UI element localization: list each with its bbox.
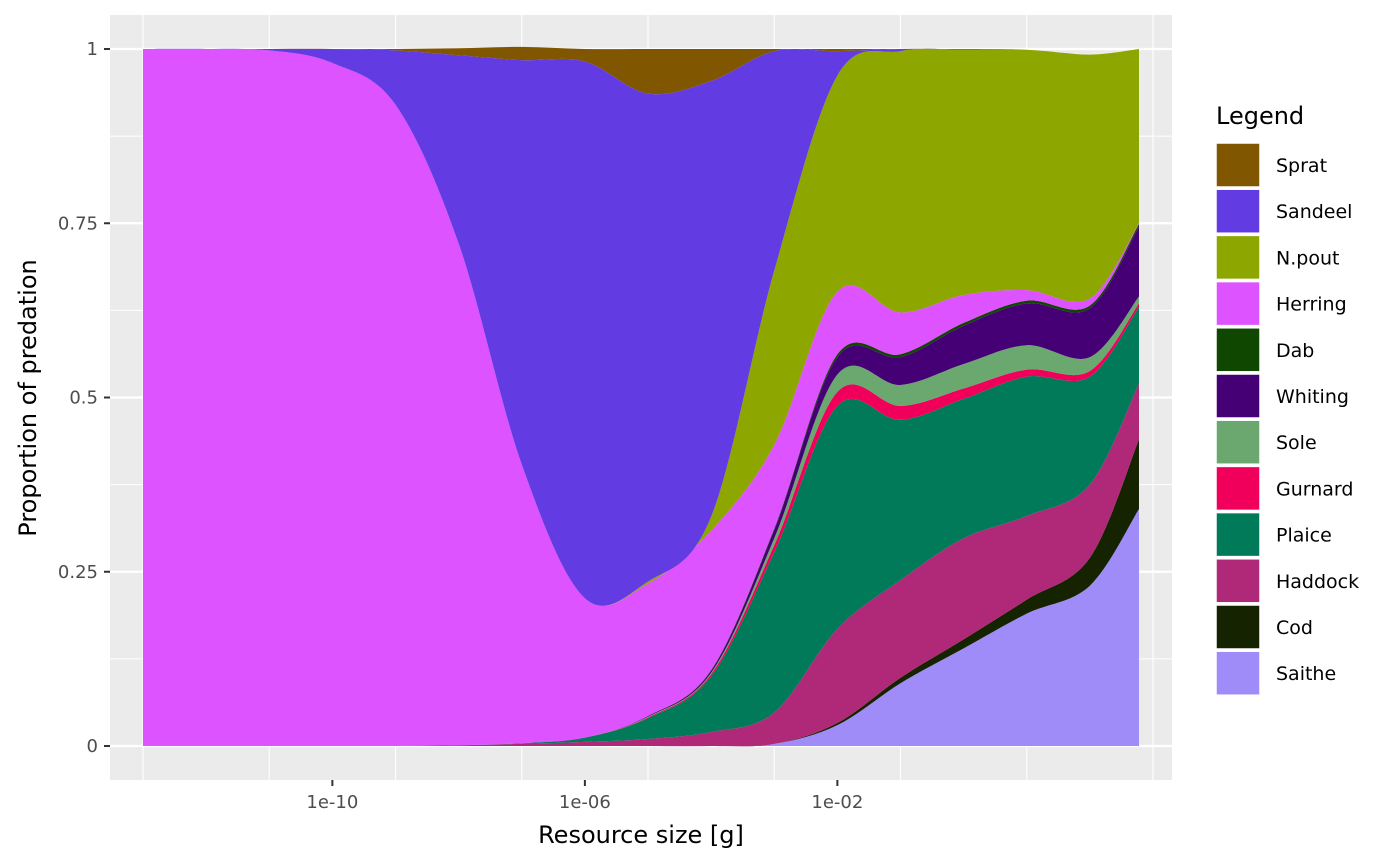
y-axis: 0 0.25 0.5 0.75 1	[58, 39, 110, 757]
legend-swatch-whiting	[1215, 373, 1261, 419]
legend-label-n-pout: N.pout	[1276, 247, 1339, 269]
x-tick-label: 1e-10	[306, 792, 358, 813]
legend-swatch-herring	[1215, 280, 1261, 327]
area-sandeel	[143, 48, 1139, 606]
y-tick-label: 0	[87, 736, 98, 757]
x-tick-label: 1e-02	[811, 792, 863, 813]
y-axis-title: Proportion of predation	[14, 259, 42, 536]
legend-label-herring: Herring	[1276, 294, 1347, 316]
legend-swatch-n-pout	[1215, 234, 1261, 281]
x-axis: 1e-10 1e-06 1e-02	[306, 780, 863, 813]
legend-label-gurnard: Gurnard	[1276, 478, 1353, 500]
legend-swatch-sprat	[1215, 142, 1261, 188]
legend-swatch-plaice	[1215, 511, 1261, 558]
area-n-pout	[143, 48, 1139, 606]
legend-label-cod: Cod	[1276, 617, 1313, 639]
x-tick-label: 1e-06	[559, 792, 611, 813]
legend-label-sole: Sole	[1276, 432, 1317, 454]
y-tick-label: 0.25	[58, 562, 98, 583]
legend-label-haddock: Haddock	[1276, 571, 1359, 593]
legend-label-whiting: Whiting	[1276, 386, 1349, 408]
y-tick-label: 0.5	[69, 388, 98, 409]
legend-swatch-sandeel	[1215, 188, 1261, 234]
legend-swatch-cod	[1215, 604, 1261, 650]
x-axis-title: Resource size [g]	[538, 821, 744, 849]
legend-swatch-haddock	[1215, 558, 1261, 604]
legend-title: Legend	[1216, 102, 1304, 130]
legend: Sprat Sandeel N.pout Herring Dab Whiting Sole G…	[1215, 142, 1359, 696]
y-tick-label: 0.75	[58, 213, 98, 234]
area-gurnard	[143, 303, 1139, 747]
area-haddock	[143, 383, 1139, 747]
y-tick-label: 1	[87, 39, 98, 60]
legend-swatch-sole	[1215, 419, 1261, 465]
legend-swatch-dab	[1215, 327, 1261, 373]
legend-label-sprat: Sprat	[1276, 155, 1327, 177]
legend-label-plaice: Plaice	[1276, 525, 1332, 547]
legend-swatch-gurnard	[1215, 465, 1261, 512]
legend-label-sandeel: Sandeel	[1276, 201, 1352, 223]
area-plaice	[143, 306, 1139, 747]
area-layers	[143, 46, 1139, 747]
legend-label-dab: Dab	[1276, 340, 1314, 362]
legend-swatch-saithe	[1215, 650, 1261, 696]
area-saithe	[143, 509, 1139, 747]
area-dab	[143, 223, 1139, 747]
area-sprat	[143, 46, 1139, 95]
area-herring	[143, 48, 1139, 747]
legend-label-saithe: Saithe	[1276, 663, 1336, 685]
